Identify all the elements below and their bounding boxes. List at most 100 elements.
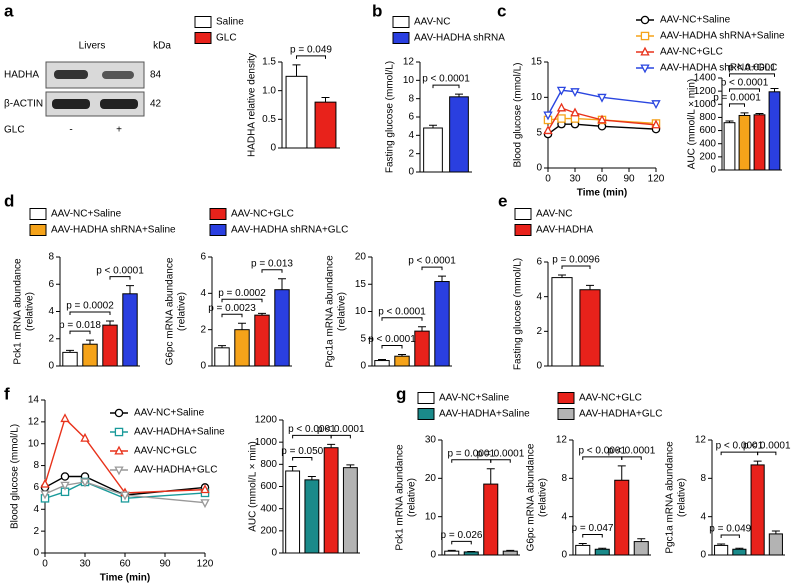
error-bar: [586, 284, 594, 290]
p-value: p < 0.0001: [422, 74, 470, 85]
y-tick-label: 4: [700, 511, 706, 522]
marker: [651, 119, 661, 129]
y-axis-label: Blood glucose (mmol/L): [513, 62, 524, 167]
y-tick-label: 8: [33, 460, 39, 471]
panel-label: e: [498, 191, 507, 210]
y-tick-label: 400: [260, 503, 277, 514]
y-tick-label: 8: [561, 473, 567, 484]
western-blot: a Livers kDa HADHA 84 β-ACTIN 42 GLC - +: [4, 1, 171, 135]
bar: [723, 122, 736, 171]
p-value: p < 0.0001: [578, 446, 626, 457]
panel-label: b: [372, 1, 382, 20]
y-tick-label: 10: [403, 75, 415, 86]
y-tick-label: 0: [561, 550, 567, 561]
legend-label: AAV-HADHA+GLC: [134, 465, 217, 476]
marker: [543, 111, 553, 121]
y-tick-label: 5: [360, 333, 366, 344]
bar: [274, 289, 290, 367]
blot-lane: +: [116, 125, 122, 136]
error-bar: [740, 112, 749, 116]
error-bar: [126, 285, 134, 294]
y-axis-label: (relative): [337, 292, 348, 331]
marker: [556, 102, 567, 112]
significance-bracket: [720, 534, 740, 538]
y-axis-label: AUC (mmol/L × min): [248, 441, 259, 531]
x-tick-label: 0: [42, 559, 48, 570]
y-tick-label: 2: [33, 526, 39, 537]
y-tick-label: 800: [699, 112, 716, 123]
legend-label: AAV-HADHA shRNA+Saline: [51, 225, 176, 236]
error-bar: [770, 88, 779, 92]
blot-tissue: Livers: [79, 41, 106, 52]
legend-label: AAV-NC+Saline: [51, 209, 122, 220]
y-tick-label: 4: [48, 306, 54, 317]
legend-label: AAV-HADHA+Saline: [439, 409, 530, 420]
blot-treatment: GLC: [4, 125, 25, 136]
p-value: p < 0.0001: [317, 424, 365, 435]
y-tick-label: 10: [28, 438, 40, 449]
marker: [80, 478, 90, 488]
bar: [394, 355, 410, 367]
y-tick-label: 4: [200, 288, 206, 299]
legend-marker: [114, 445, 124, 455]
y-tick-label: 2: [536, 326, 542, 337]
y-tick-label: 4: [408, 130, 414, 141]
x-tick-label: 30: [569, 174, 581, 185]
bar: [551, 277, 573, 367]
y-tick-label: 0: [536, 163, 542, 174]
x-tick-label: 0: [545, 174, 551, 185]
significance-bracket: [330, 434, 351, 439]
bar: [323, 447, 339, 554]
error-bar: [447, 549, 456, 552]
bar: [738, 114, 751, 171]
bar: [633, 541, 649, 556]
error-bar: [455, 93, 463, 97]
significance-bracket: [69, 311, 111, 316]
bar: [434, 281, 450, 367]
y-axis-label: (relative): [677, 478, 688, 517]
significance-bracket: [729, 73, 775, 77]
error-bar: [418, 326, 426, 332]
y-tick-label: 0: [710, 165, 716, 176]
significance-bracket: [221, 298, 263, 303]
blot-band: [100, 99, 138, 109]
y-tick-label: 0: [200, 361, 206, 372]
p-value: p = 0.0096: [552, 255, 600, 266]
marker: [557, 114, 566, 123]
legend-label: AAV-NC: [414, 17, 451, 28]
y-axis-label: (relative): [538, 478, 549, 517]
marker: [597, 93, 607, 103]
p-value: p = 0.049: [709, 524, 751, 535]
error-bar: [321, 97, 330, 103]
legend-marker: [640, 31, 650, 41]
legend-label: AAV-HADHA shRNA+Saline: [660, 31, 785, 42]
y-tick-label: 12: [695, 435, 707, 446]
y-tick-label: 12: [556, 435, 568, 446]
y-axis-label: HADHA relative density: [247, 53, 258, 157]
legend-swatch: [194, 16, 212, 28]
y-tick-label: 20: [355, 252, 367, 263]
legend-swatch: [392, 32, 410, 44]
y-tick-label: 600: [699, 125, 716, 136]
y-tick-label: 800: [260, 459, 277, 470]
y-axis-label: G6pc mRNA abundance: [526, 443, 537, 551]
y-tick-label: 0: [48, 361, 54, 372]
y-tick-label: 0: [408, 167, 414, 178]
bar: [732, 548, 747, 556]
legend-label: AAV-HADHA shRNA+GLC: [231, 225, 348, 236]
y-tick-label: 5: [536, 127, 542, 138]
legend-marker: [114, 466, 124, 476]
y-tick-label: 10: [355, 306, 367, 317]
blot-row-label: β-ACTIN: [4, 99, 43, 110]
marker: [60, 481, 70, 491]
legend-swatch: [209, 224, 227, 236]
error-bar: [755, 112, 764, 115]
p-value: p < 0.0001: [408, 256, 456, 267]
significance-bracket: [381, 345, 403, 349]
legend-swatch: [417, 408, 435, 420]
y-tick-label: 400: [699, 138, 716, 149]
y-tick-label: 0: [536, 361, 542, 372]
y-axis-label: AUC (mmol/L × min): [687, 79, 698, 169]
p-value: p = 0.018: [59, 320, 101, 331]
